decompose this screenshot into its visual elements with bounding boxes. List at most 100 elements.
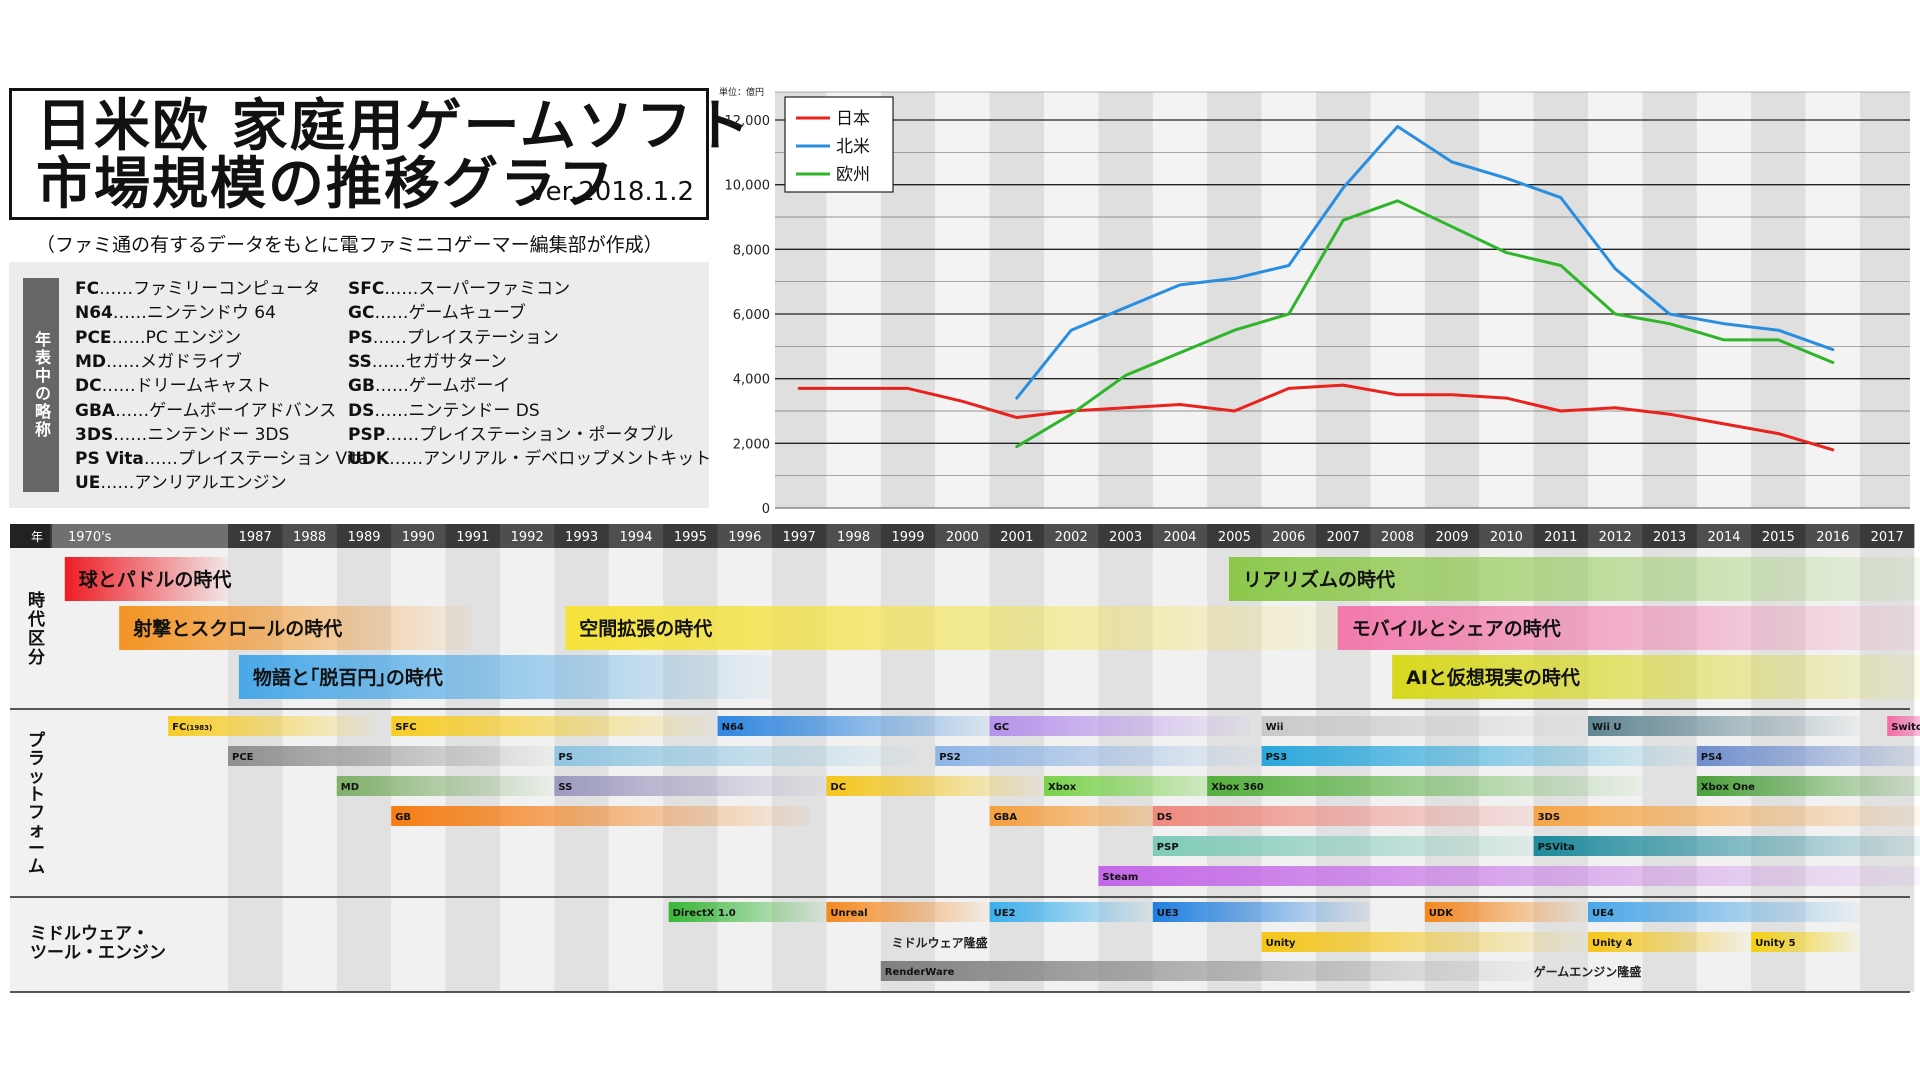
platform-label: PCE	[232, 752, 254, 763]
middleware-note: ミドルウェア隆盛	[892, 935, 988, 950]
year-label: 1988	[293, 530, 326, 545]
year-cell	[989, 524, 1044, 548]
middleware-bar	[668, 902, 827, 922]
platform-bar	[989, 716, 1251, 736]
abbreviation-item-right: GC……ゲームキューブ	[348, 303, 526, 324]
chart-column-stripe	[1479, 92, 1534, 508]
abbreviation-item-right: PSP……プレイステーション・ポータブル	[348, 424, 674, 445]
year-cell	[1479, 524, 1534, 548]
abbreviation-item-right: SFC……スーパーファミコン	[348, 279, 571, 299]
title-box: 日米欧 家庭用ゲームソフト 市場規模の推移グラフ ver.2018.1.2	[9, 88, 750, 220]
year-cell	[663, 524, 718, 548]
year-label: 2012	[1599, 530, 1632, 545]
platform-label: SFC	[395, 722, 416, 733]
year-label: 1996	[728, 530, 761, 545]
year-header-cell	[10, 524, 50, 548]
title-line1: 日米欧 家庭用ゲームソフト	[36, 94, 752, 159]
middleware-bar	[826, 902, 990, 922]
era-bar	[565, 606, 1371, 650]
era-bar	[1392, 655, 1920, 699]
year-cell	[1261, 524, 1316, 548]
year-cell	[500, 524, 555, 548]
chart-column-stripe	[1751, 92, 1806, 508]
middleware-bar	[1588, 902, 1860, 922]
year-cell	[608, 524, 664, 548]
year-cell	[1805, 524, 1860, 548]
middleware-label: RenderWare	[885, 967, 955, 978]
platform-label: SS	[558, 782, 572, 793]
year-label: 2010	[1490, 530, 1523, 545]
era-bar	[64, 557, 228, 601]
year-cell	[1860, 524, 1915, 548]
platform-bar	[1207, 776, 1643, 796]
abbreviation-item-left: PCE……PC エンジン	[75, 327, 242, 348]
chart-column-stripe	[1370, 92, 1425, 508]
platform-bar	[391, 806, 811, 826]
year-cell	[445, 524, 500, 548]
series-line	[1015, 199, 1835, 449]
subtitle: （ファミ通の有するデータをもとに電ファミニコゲーマー編集部が作成）	[36, 234, 663, 256]
legend-label: 欧州	[836, 165, 870, 185]
year-label: 2015	[1762, 530, 1795, 545]
middleware-label: UE3	[1157, 908, 1179, 919]
platform-label: DS	[1157, 812, 1173, 823]
platform-label: PSVita	[1538, 842, 1575, 853]
era-bar	[119, 606, 473, 650]
platform-bar	[1098, 866, 1920, 886]
year-cell	[1370, 524, 1425, 548]
platform-bar	[228, 746, 555, 766]
platform-label: GB	[395, 812, 411, 823]
year-label: 1998	[837, 530, 870, 545]
chart-column-stripe	[1860, 92, 1910, 508]
platform-label: PS3	[1266, 752, 1288, 763]
platform-label: PS2	[939, 752, 961, 763]
year-cell	[336, 524, 392, 548]
year-label: 2001	[1000, 530, 1033, 545]
year-cell	[1316, 524, 1371, 548]
year-cell	[1696, 524, 1752, 548]
platform-bar	[168, 716, 375, 736]
year-label: 2013	[1653, 530, 1686, 545]
platform-label: FC(1983)	[172, 722, 212, 733]
year-label: 1997	[783, 530, 816, 545]
platform-bar	[1887, 716, 1920, 736]
platform-label: Xbox 360	[1211, 782, 1264, 793]
platform-label: MD	[341, 782, 359, 793]
chart-column-stripe	[1152, 92, 1208, 508]
platform-bar	[1533, 806, 1920, 826]
year-label: 1995	[674, 530, 707, 545]
middleware-bar	[880, 961, 1534, 981]
era-label: モバイルとシェアの時代	[1352, 618, 1561, 640]
year-label: 2003	[1109, 530, 1142, 545]
section-label-platforms: プラットフォーム	[28, 731, 45, 877]
middleware-label: UE2	[994, 908, 1016, 919]
platform-bar	[1533, 836, 1920, 856]
middleware-label: Unity	[1266, 938, 1296, 949]
era-label: 射撃とスクロールの時代	[132, 617, 342, 640]
year-cell	[1044, 524, 1099, 548]
platform-bar	[826, 776, 1044, 796]
y-tick-label: 4,000	[733, 373, 770, 388]
platform-bar	[1696, 746, 1920, 766]
year-cell	[826, 524, 881, 548]
year-label: 2017	[1871, 530, 1904, 545]
middleware-note: ゲームエンジン隆盛	[1534, 964, 1642, 979]
year-cell	[772, 524, 827, 548]
abbreviation-item-left: N64……ニンテンドウ 64	[75, 303, 276, 324]
platform-bar	[1588, 716, 1860, 736]
platform-label: Steam	[1102, 872, 1138, 883]
title-line2: 市場規模の推移グラフ	[36, 152, 616, 217]
abbreviation-item-right: PS……プレイステーション	[348, 327, 559, 348]
year-label: 2005	[1218, 530, 1251, 545]
y-tick-label: 12,000	[725, 114, 771, 129]
platform-label: Xbox One	[1701, 782, 1755, 793]
platform-label: Xbox	[1048, 782, 1077, 793]
platform-label: GC	[994, 722, 1010, 733]
middleware-bar	[989, 902, 1153, 922]
year-cell-1970s	[52, 524, 228, 548]
abbreviation-panel: 年表中の略称 FC……ファミリーコンピュータ N64……ニンテンドウ 64 PCE……	[9, 262, 711, 508]
y-tick-label: 2,000	[733, 437, 770, 452]
platform-bar	[1152, 806, 1588, 826]
era-label: 物語と｢脱百円｣の時代	[253, 666, 443, 689]
platform-bar	[554, 776, 827, 796]
